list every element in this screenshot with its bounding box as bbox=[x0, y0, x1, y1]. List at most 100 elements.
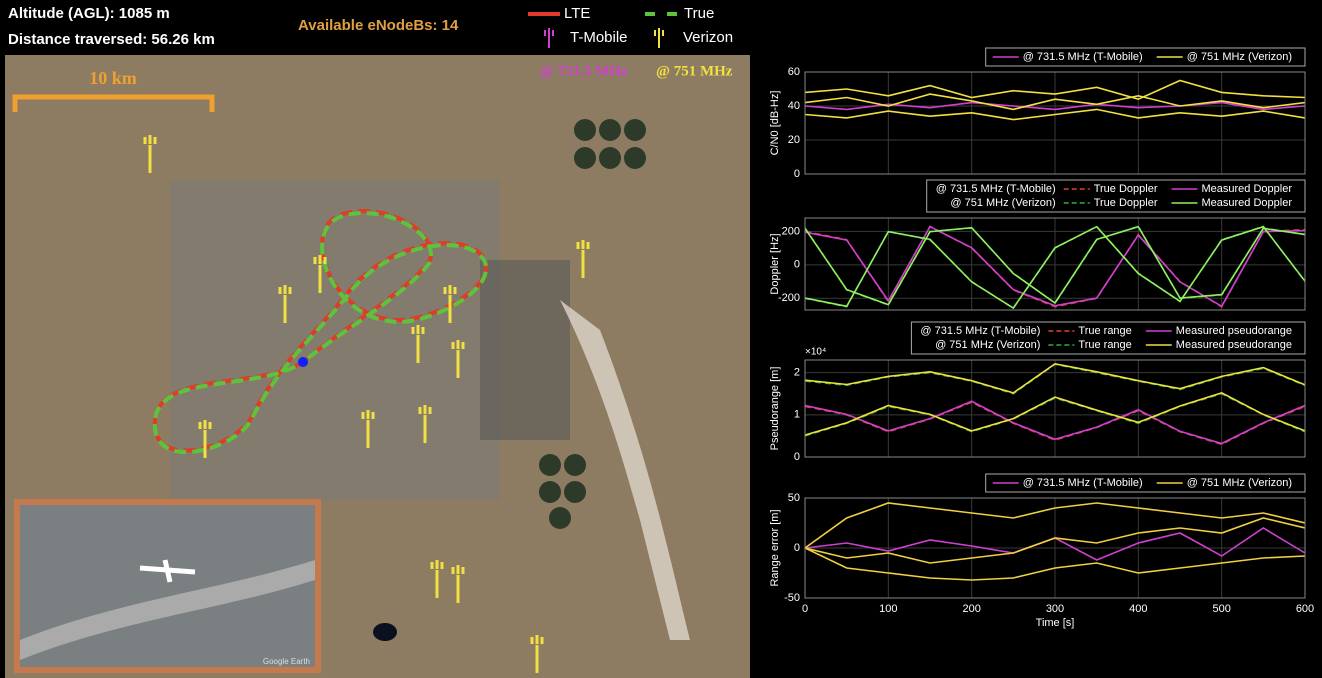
plot-frame bbox=[804, 71, 1306, 175]
true-legend-label: True bbox=[684, 5, 714, 22]
uav-position bbox=[298, 357, 308, 367]
legend-label: Measured pseudorange bbox=[1176, 325, 1292, 337]
fields bbox=[480, 260, 570, 440]
y-tick-label: 2 bbox=[794, 367, 800, 379]
x-axis-label: Time [s] bbox=[1036, 617, 1075, 629]
legend-label: True Doppler bbox=[1094, 197, 1158, 209]
y-tick-label: 60 bbox=[788, 66, 800, 78]
verizon-frequency: @ 751 MHz bbox=[656, 63, 733, 79]
dry-lake bbox=[560, 300, 690, 640]
x-tick-label: 500 bbox=[1212, 603, 1230, 615]
true-trajectory bbox=[152, 211, 488, 455]
legend: @ 731.5 MHz (T-Mobile) True Doppler Measur… bbox=[926, 179, 1306, 213]
towers bbox=[143, 135, 590, 673]
tower bbox=[143, 135, 157, 173]
enodeb-count: Available eNodeBs: 14 bbox=[298, 17, 459, 34]
series-line bbox=[805, 502, 1305, 549]
series-line bbox=[805, 392, 1305, 436]
legend-box bbox=[985, 473, 1306, 493]
y-tick-label: 0 bbox=[794, 451, 800, 463]
y-tick-label: -50 bbox=[784, 592, 800, 604]
tower bbox=[361, 410, 375, 448]
legend-label: Measured Doppler bbox=[1202, 183, 1293, 195]
verizon-icon bbox=[654, 28, 664, 48]
tower bbox=[530, 635, 544, 673]
legend-label: True range bbox=[1078, 339, 1131, 351]
plot-frame bbox=[804, 497, 1306, 599]
inset-credit: Google Earth bbox=[263, 657, 310, 666]
legend-label: Measured Doppler bbox=[1202, 197, 1293, 209]
y-tick-label: 0 bbox=[794, 259, 800, 271]
y-tick-label: 20 bbox=[788, 134, 800, 146]
tower bbox=[451, 340, 465, 378]
series-line bbox=[805, 547, 1305, 581]
legend-label: @ 751 MHz (Verizon) bbox=[1187, 477, 1292, 489]
legend: @ 731.5 MHz (T-Mobile) True range Measured… bbox=[910, 321, 1306, 355]
hud-bar bbox=[0, 0, 755, 55]
series-line bbox=[805, 362, 1305, 394]
legend-label: Measured pseudorange bbox=[1176, 339, 1292, 351]
urban-area bbox=[170, 180, 500, 500]
tmobile-icon bbox=[544, 28, 554, 48]
tower bbox=[278, 285, 292, 323]
legend-box bbox=[985, 47, 1306, 67]
x-tick-label: 0 bbox=[802, 603, 808, 615]
series-line bbox=[805, 93, 1305, 111]
x-tick-label: 100 bbox=[879, 603, 897, 615]
tower bbox=[418, 405, 432, 443]
series-line bbox=[805, 225, 1305, 308]
lte-legend-label: LTE bbox=[564, 5, 590, 22]
legend-box bbox=[910, 321, 1306, 355]
legend-group-label: @ 731.5 MHz (T-Mobile) bbox=[920, 325, 1040, 337]
tower bbox=[411, 325, 425, 363]
series-line bbox=[805, 517, 1305, 564]
legend-group-label: @ 751 MHz (Verizon) bbox=[950, 197, 1055, 209]
y-exponent: ×10⁴ bbox=[805, 347, 826, 358]
altitude: Altitude (AGL): 1085 m bbox=[8, 5, 170, 22]
legend-box bbox=[926, 179, 1306, 213]
y-tick-label: 0 bbox=[794, 168, 800, 180]
legend-label: @ 731.5 MHz (T-Mobile) bbox=[1023, 477, 1143, 489]
y-axis-label: Range error [m] bbox=[769, 509, 781, 586]
series-line bbox=[805, 400, 1305, 445]
legend-group-label: @ 751 MHz (Verizon) bbox=[935, 339, 1040, 351]
verizon-legend-label: Verizon bbox=[683, 29, 733, 46]
legend-label: True Doppler bbox=[1094, 183, 1158, 195]
y-axis-label: Pseudorange [m] bbox=[769, 367, 781, 451]
distance: Distance traversed: 56.26 km bbox=[8, 31, 215, 48]
y-axis-label: C/N0 [dB-Hz] bbox=[769, 91, 781, 156]
tower bbox=[430, 560, 444, 598]
y-tick-label: 200 bbox=[782, 225, 800, 237]
scale-bar bbox=[12, 94, 215, 112]
pivot-fields bbox=[539, 119, 646, 529]
tower bbox=[198, 420, 212, 458]
y-tick-label: 1 bbox=[794, 409, 800, 421]
x-tick-label: 300 bbox=[1046, 603, 1064, 615]
plot-frame bbox=[804, 217, 1306, 311]
inset-aircraft bbox=[139, 559, 196, 583]
legend: @ 731.5 MHz (T-Mobile) @ 751 MHz (Verizon… bbox=[985, 47, 1306, 67]
x-tick-label: 600 bbox=[1296, 603, 1314, 615]
series-line bbox=[805, 108, 1305, 121]
x-tick-label: 400 bbox=[1129, 603, 1147, 615]
x-tick-label: 200 bbox=[962, 603, 980, 615]
tower bbox=[576, 240, 590, 278]
tmobile-frequency: @ 731.5 MHz bbox=[540, 63, 628, 79]
tower bbox=[451, 565, 465, 603]
series-line bbox=[805, 225, 1305, 306]
legend-group-label: @ 731.5 MHz (T-Mobile) bbox=[936, 183, 1056, 195]
legend-label: @ 731.5 MHz (T-Mobile) bbox=[1023, 51, 1143, 63]
series-line bbox=[805, 101, 1305, 111]
inset-road bbox=[20, 560, 315, 660]
legend: @ 731.5 MHz (T-Mobile) @ 751 MHz (Verizon… bbox=[985, 473, 1306, 493]
y-tick-label: 0 bbox=[794, 542, 800, 554]
tower bbox=[313, 255, 327, 293]
y-tick-label: 40 bbox=[788, 100, 800, 112]
series-line bbox=[805, 79, 1305, 101]
scale-label: 10 km bbox=[89, 68, 137, 88]
legend-label: True range bbox=[1078, 325, 1131, 337]
y-tick-label: -200 bbox=[778, 292, 800, 304]
